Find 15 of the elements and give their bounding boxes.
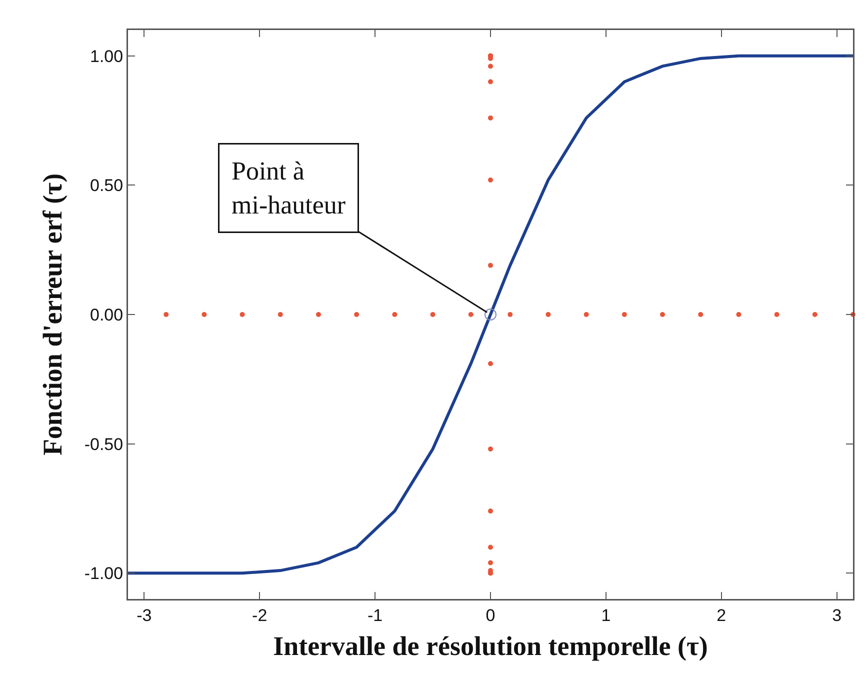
- x-tick-label: 0: [486, 606, 496, 625]
- y-tick-label: 0.50: [90, 176, 124, 196]
- y-tick-label: 0.00: [90, 305, 124, 324]
- x-tick-label: 1: [601, 606, 611, 625]
- x-tick-label: 2: [716, 606, 726, 625]
- y-tick-label: -0.50: [84, 434, 124, 454]
- y-axis-title: Fonction d'erreur erf (τ): [38, 173, 68, 456]
- y-tick-label: 1.00: [90, 46, 124, 66]
- x-tick-label: -3: [136, 606, 152, 625]
- x-tick-label: -2: [252, 606, 268, 625]
- x-axis-title: Intervalle de résolution temporelle (τ): [273, 631, 708, 662]
- x-tick-label: -1: [367, 606, 383, 625]
- annotation: Point à mi-hauteur: [232, 156, 346, 220]
- x-tick-label: 3: [832, 606, 842, 625]
- y-tick-label: -1.00: [84, 564, 124, 584]
